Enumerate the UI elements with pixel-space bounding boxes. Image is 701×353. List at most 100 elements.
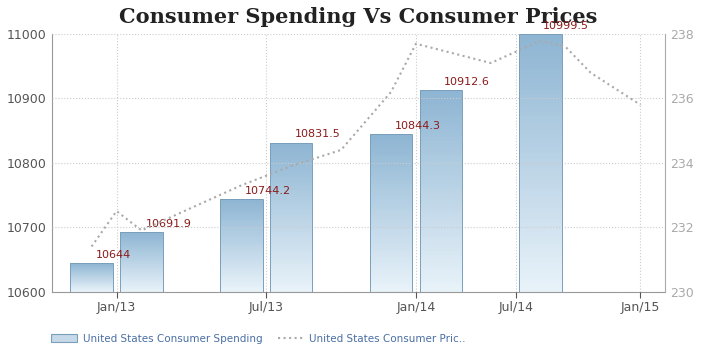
Bar — [220, 268, 262, 270]
Bar — [370, 244, 412, 247]
Bar — [420, 214, 462, 218]
Bar — [519, 124, 562, 129]
Bar — [220, 284, 262, 285]
Bar — [270, 222, 313, 225]
Bar — [121, 258, 163, 259]
Bar — [121, 272, 163, 273]
Bar — [220, 242, 262, 244]
Bar — [370, 202, 412, 205]
Bar — [519, 232, 562, 236]
Bar — [370, 239, 412, 242]
Bar — [519, 270, 562, 274]
Bar — [370, 255, 412, 257]
Bar — [220, 225, 262, 227]
Bar — [270, 262, 313, 264]
Bar — [420, 261, 462, 265]
Bar — [270, 282, 313, 284]
Bar — [270, 287, 313, 289]
Bar — [370, 284, 412, 286]
Bar — [519, 39, 562, 43]
Bar — [70, 275, 113, 276]
Bar — [519, 240, 562, 244]
Bar — [370, 187, 412, 189]
Bar — [370, 229, 412, 231]
Bar — [420, 134, 462, 137]
Bar — [420, 265, 462, 268]
Bar — [220, 285, 262, 287]
Bar — [70, 280, 113, 281]
Bar — [420, 288, 462, 292]
Bar — [370, 168, 412, 171]
Bar — [121, 266, 163, 267]
Bar — [370, 158, 412, 161]
Bar — [270, 172, 313, 175]
Bar — [420, 241, 462, 245]
Bar — [519, 112, 562, 116]
Bar — [121, 244, 163, 245]
Bar — [70, 289, 113, 290]
Bar — [370, 213, 412, 216]
Bar — [70, 269, 113, 270]
Bar — [121, 252, 163, 253]
Bar — [121, 281, 163, 282]
Bar — [519, 197, 562, 202]
Bar — [519, 163, 562, 167]
Bar — [420, 258, 462, 261]
Bar — [121, 256, 163, 257]
Bar — [220, 244, 262, 245]
Bar — [420, 107, 462, 110]
Bar — [420, 97, 462, 100]
Bar — [370, 195, 412, 197]
Bar — [519, 262, 562, 266]
Bar — [121, 263, 163, 264]
Bar — [420, 147, 462, 151]
Bar — [121, 291, 163, 292]
Bar — [121, 287, 163, 288]
Bar — [370, 148, 412, 150]
Bar — [420, 208, 462, 211]
Bar — [270, 185, 313, 187]
Bar — [420, 275, 462, 278]
Bar — [370, 152, 412, 155]
Bar — [519, 82, 562, 86]
Bar — [420, 225, 462, 228]
Bar — [270, 195, 313, 197]
Bar — [519, 244, 562, 249]
Bar — [220, 216, 262, 217]
Bar — [70, 277, 113, 278]
Bar — [121, 239, 163, 240]
Bar — [121, 240, 163, 241]
Bar — [370, 161, 412, 163]
Bar — [420, 161, 462, 164]
Bar — [270, 220, 313, 222]
Bar — [70, 283, 113, 284]
Bar — [220, 199, 262, 200]
Bar — [420, 100, 462, 104]
Bar — [519, 236, 562, 240]
Bar — [420, 127, 462, 131]
Bar — [519, 159, 562, 163]
Bar — [519, 249, 562, 253]
Bar — [370, 200, 412, 202]
Bar — [220, 227, 262, 228]
Bar — [220, 208, 262, 210]
Bar — [121, 234, 163, 235]
Bar — [220, 238, 262, 239]
Bar — [220, 230, 262, 231]
Bar — [220, 287, 262, 288]
Bar — [370, 271, 412, 273]
Bar — [220, 270, 262, 271]
Bar — [270, 234, 313, 237]
Text: 10831.5: 10831.5 — [295, 129, 341, 139]
Bar — [519, 103, 562, 107]
Bar — [370, 242, 412, 244]
Bar — [270, 177, 313, 180]
Bar — [121, 289, 163, 291]
Bar — [519, 266, 562, 270]
Bar — [420, 90, 462, 94]
Bar — [220, 211, 262, 213]
Bar — [270, 160, 313, 162]
Bar — [519, 146, 562, 150]
Bar — [370, 210, 412, 213]
Bar — [220, 267, 262, 268]
